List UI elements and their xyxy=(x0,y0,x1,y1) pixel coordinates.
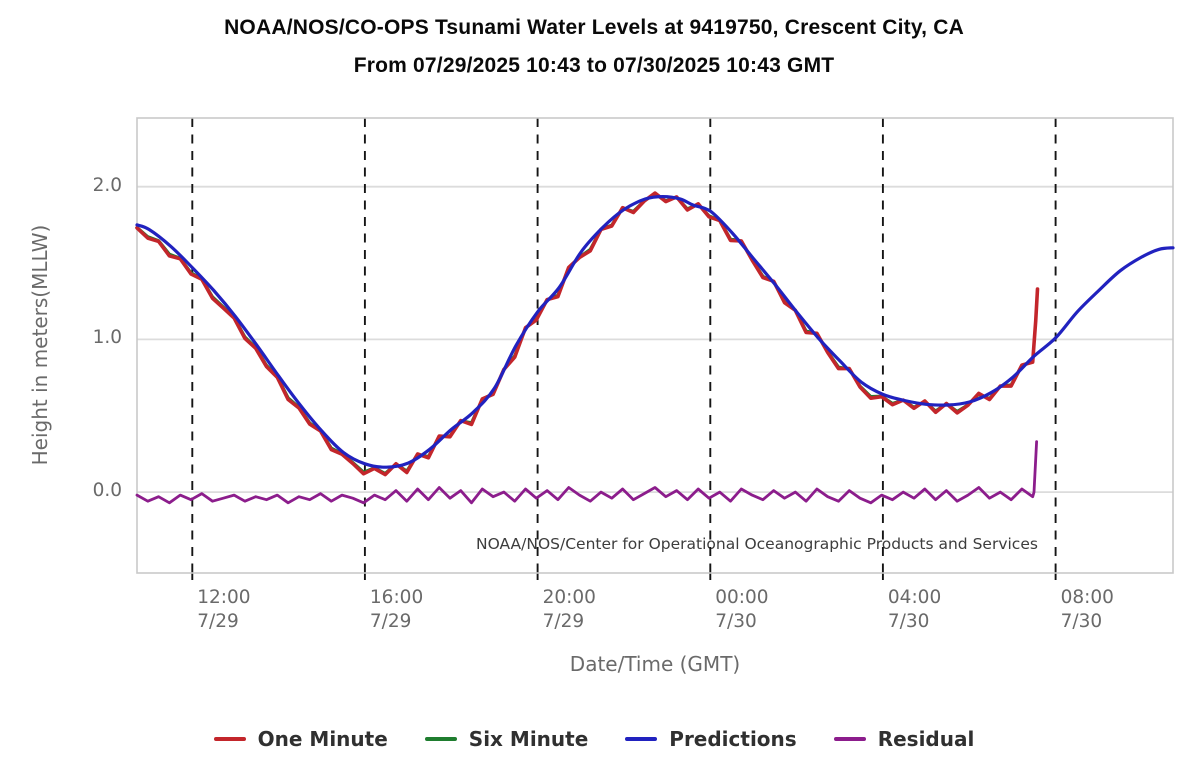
legend-line-swatch-one-minute xyxy=(213,737,246,741)
legend-item-residual[interactable]: Residual xyxy=(833,727,975,751)
legend-label-residual: Residual xyxy=(877,727,975,751)
chart-title: NOAA/NOS/CO-OPS Tsunami Water Levels at … xyxy=(224,16,964,39)
x-tick-date: 7/29 xyxy=(369,611,412,632)
x-tick-label: 20:00 7/29 xyxy=(543,586,596,634)
x-tick-date: 7/30 xyxy=(887,611,930,632)
x-tick-date: 7/30 xyxy=(1060,611,1103,632)
x-tick-time: 12:00 xyxy=(197,587,251,608)
x-tick-date: 7/29 xyxy=(197,611,239,632)
predictions-series-line xyxy=(135,195,1175,469)
y-tick-label: 1.0 xyxy=(92,327,122,349)
x-tick-date: 7/29 xyxy=(542,611,585,632)
x-tick-time: 04:00 xyxy=(887,587,942,608)
x-tick-label: 16:00 7/29 xyxy=(370,586,423,634)
x-tick-label: 04:00 7/30 xyxy=(888,586,941,634)
legend-item-one-minute[interactable]: One Minute xyxy=(213,727,388,751)
x-tick-date: 7/30 xyxy=(715,611,757,632)
x-tick-time: 00:00 xyxy=(715,587,769,608)
x-tick-label: 12:00 7/29 xyxy=(197,586,250,634)
noaa-coops-watermark: NOAA/NOS/Center for Operational Oceanogr… xyxy=(476,535,1038,553)
x-tick-label: 08:00 7/30 xyxy=(1061,586,1114,634)
legend-label-predictions: Predictions xyxy=(669,727,797,751)
legend-item-predictions[interactable]: Predictions xyxy=(625,727,797,751)
legend-line-swatch-six-minute xyxy=(424,737,457,741)
x-tick-time: 16:00 xyxy=(369,587,424,608)
legend-item-six-minute[interactable]: Six Minute xyxy=(424,727,589,751)
x-axis-title: Date/Time (GMT) xyxy=(569,652,741,676)
one-minute-series-line xyxy=(135,191,1040,477)
legend-label-six-minute: Six Minute xyxy=(468,727,589,751)
chart-legend: One Minute Six Minute Predictions Residual xyxy=(0,727,1188,751)
x-tick-time: 08:00 xyxy=(1060,587,1114,608)
residual-series-line xyxy=(135,440,1038,505)
x-tick-time: 20:00 xyxy=(542,587,596,608)
six-minute-series-line xyxy=(135,192,1035,476)
y-tick-label: 0.0 xyxy=(92,480,122,502)
y-tick-label: 2.0 xyxy=(92,174,122,196)
chart-subtitle: From 07/29/2025 10:43 to 07/30/2025 10:4… xyxy=(353,54,835,77)
plot-frame xyxy=(136,117,1174,574)
legend-line-swatch-predictions xyxy=(625,737,658,741)
legend-label-one-minute: One Minute xyxy=(257,727,388,751)
legend-line-swatch-residual xyxy=(833,737,866,741)
x-tick-label: 00:00 7/30 xyxy=(715,586,768,634)
